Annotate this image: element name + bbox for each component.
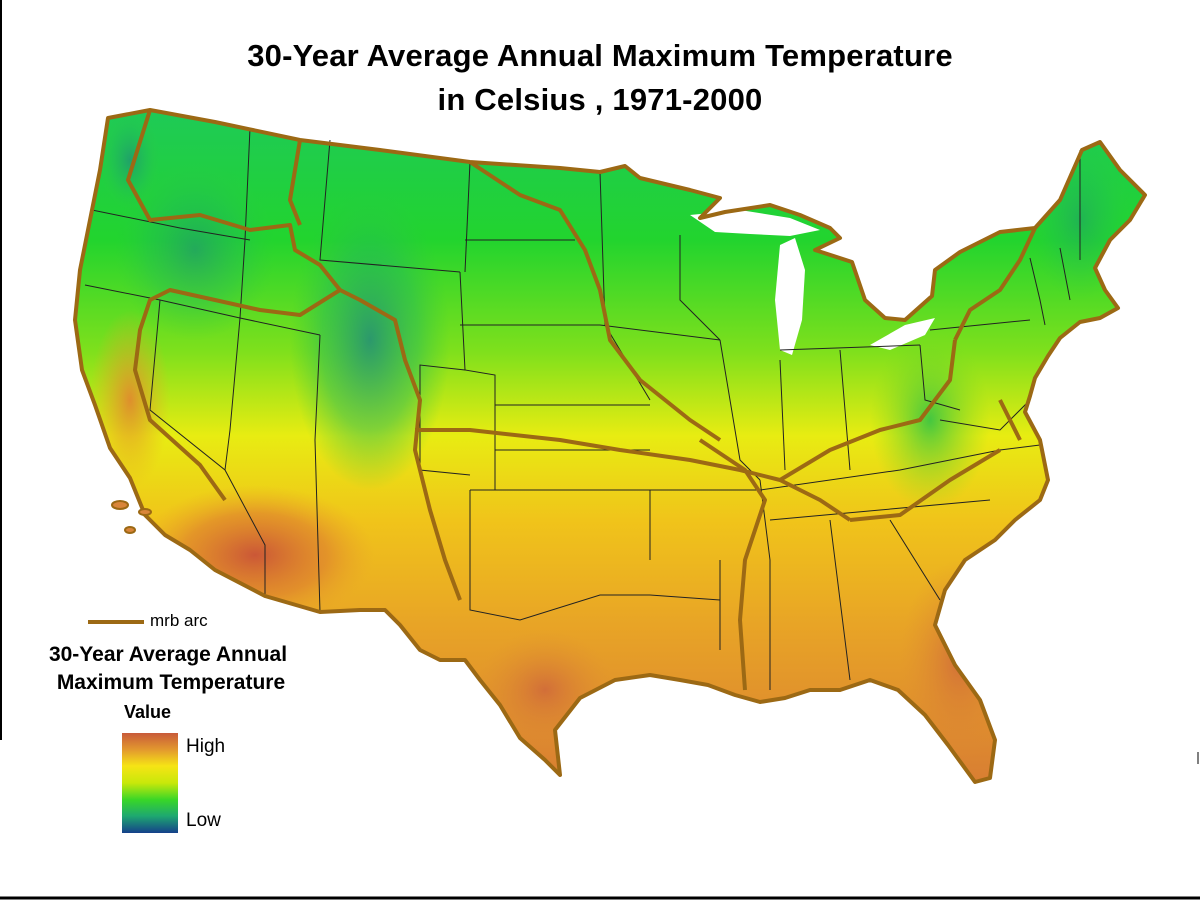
map-title-line-1: 30-Year Average Annual Maximum Temperatu… [247, 38, 953, 73]
lake-erie [870, 318, 935, 350]
legend-color-ramp [122, 733, 178, 833]
legend-low-label: Low [186, 810, 221, 831]
legend-heading-line-1: 30-Year Average Annual [48, 643, 288, 666]
channel-islands [111, 500, 152, 534]
legend-high-label: High [186, 736, 226, 757]
mrb-arc-lines [73, 108, 1147, 784]
legend-mrb-arc-swatch [88, 620, 144, 624]
legend-mrb-arc-label: mrb arc [150, 611, 208, 630]
lake-michigan [775, 238, 805, 355]
legend-value-label: Value [124, 702, 172, 722]
legend-heading-line-2: Maximum Temperature [56, 671, 286, 694]
lake-superior [690, 210, 820, 236]
map-title-line-2: in Celsius , 1971-2000 [437, 82, 763, 117]
